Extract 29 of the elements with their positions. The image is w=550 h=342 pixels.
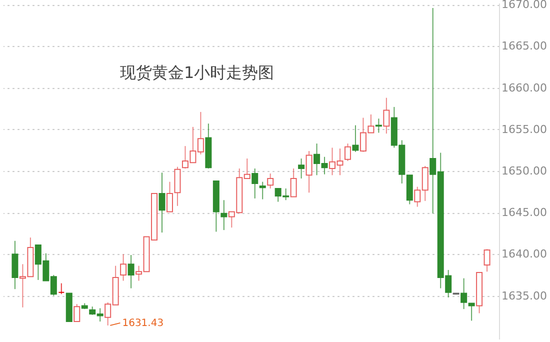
- candlestick: [352, 124, 359, 152]
- y-tick-label: 1635.00: [502, 289, 547, 302]
- candlestick: [344, 143, 351, 162]
- candlestick: [383, 97, 390, 134]
- candlestick: [166, 181, 173, 212]
- candlestick: [120, 254, 127, 282]
- candlestick: [74, 304, 80, 322]
- text: 现货黄金1小时走势图: [120, 63, 274, 82]
- candlestick: [220, 200, 228, 231]
- candlestick: [290, 168, 297, 198]
- y-tick-label: 1660.00: [502, 81, 547, 94]
- candlestick: [174, 166, 181, 206]
- candlestick: [158, 172, 166, 234]
- candlestick: [259, 181, 266, 200]
- candlestick: [267, 172, 274, 189]
- y-tick-label: 1640.00: [502, 248, 547, 261]
- annotation: 1631.43: [122, 318, 164, 329]
- candlestick: [128, 254, 134, 289]
- candlestick: [12, 240, 18, 290]
- candlestick: [252, 168, 258, 199]
- y-tick-label: 1665.00: [502, 40, 547, 53]
- y-tick-label: 1655.00: [502, 122, 547, 136]
- candlestick: [484, 248, 490, 272]
- candlestick: [298, 158, 305, 179]
- y-tick-label: 1670.00: [502, 0, 547, 12]
- candlestick: [58, 282, 65, 295]
- y-tick-label: 1650.00: [502, 164, 547, 178]
- candlestick: [306, 150, 312, 194]
- y-tick-label: 1645.00: [502, 206, 547, 220]
